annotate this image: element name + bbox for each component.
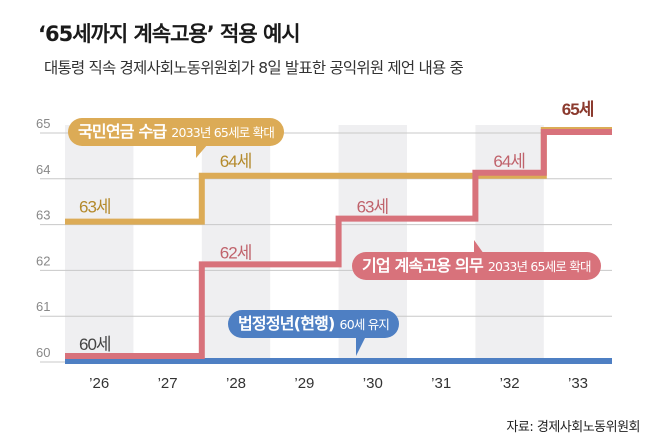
x-tick-label: ’27 <box>158 375 178 392</box>
x-tick-label: ’28 <box>226 375 246 392</box>
point-label: 64세 <box>220 152 252 171</box>
point-label: 65세 <box>562 100 594 119</box>
point-label: 62세 <box>220 243 252 262</box>
point-label: 63세 <box>357 198 389 217</box>
x-tick-label: ’26 <box>89 375 109 392</box>
legend-callout-legal: 법정정년(현행) 60세 유지 <box>228 310 400 356</box>
point-label: 63세 <box>79 198 111 217</box>
legend-callout-pension: 국민연금 수급 2033년 65세로 확대 <box>68 118 285 158</box>
x-tick-label: ’33 <box>568 375 588 392</box>
series-name: 기업 계속고용 의무 <box>362 256 484 275</box>
series-name: 국민연금 수급 <box>78 122 167 141</box>
x-tick-label: ’30 <box>363 375 383 392</box>
y-tick-label: 65 <box>36 116 50 131</box>
series-name: 법정정년(현행) <box>238 314 335 333</box>
series-line-1 <box>65 129 612 359</box>
point-label: 60세 <box>79 335 111 354</box>
column-band <box>65 125 134 362</box>
y-tick-label: 61 <box>36 299 50 314</box>
y-tick-label: 63 <box>36 208 50 223</box>
x-tick-label: ’31 <box>431 375 451 392</box>
x-tick-label: ’29 <box>294 375 314 392</box>
source-note: 자료: 경제사회노동위원회 <box>506 420 640 435</box>
y-tick-label: 62 <box>36 253 50 268</box>
y-tick-label: 60 <box>36 345 50 360</box>
series-note: 60세 유지 <box>339 317 390 332</box>
chart-subtitle: 대통령 직속 경제사회노동위원회가 8일 발표한 공익위원 제언 내용 중 <box>44 59 464 77</box>
x-tick-label: ’32 <box>500 375 520 392</box>
legend-callout-employment: 기업 계속고용 의무 2033년 65세로 확대 <box>352 240 601 280</box>
column-band <box>475 125 544 362</box>
y-tick-label: 64 <box>36 162 50 177</box>
chart-title: ‘65세까지 계속고용’ 적용 예시 <box>38 22 301 46</box>
series-note: 2033년 65세로 확대 <box>487 259 592 274</box>
point-label: 64세 <box>493 152 525 171</box>
series-note: 2033년 65세로 확대 <box>171 125 275 140</box>
